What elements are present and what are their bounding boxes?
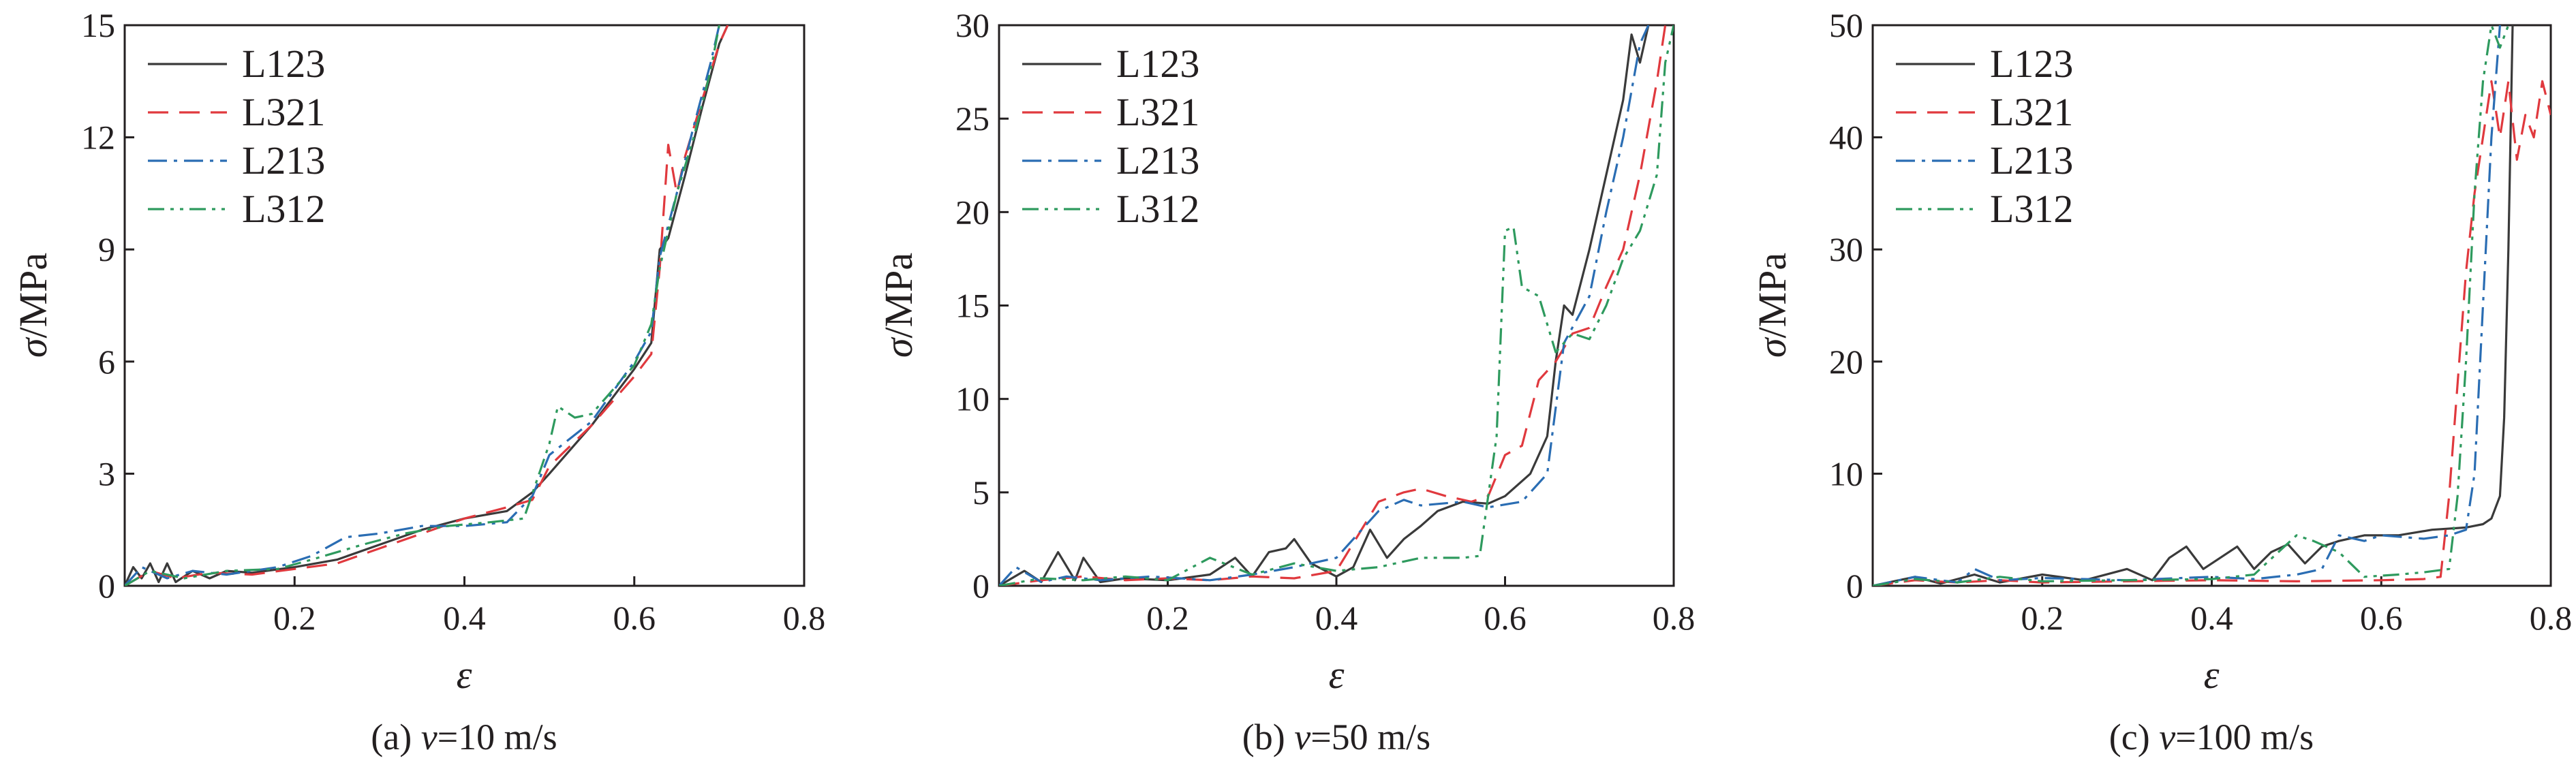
y-tick-label: 0 [98, 567, 115, 605]
legend-label: L312 [242, 187, 325, 231]
y-tick-label: 10 [955, 380, 990, 418]
y-tick-label: 9 [98, 230, 115, 268]
y-axis-label: σ/MPa [1750, 253, 1794, 358]
y-tick-label: 25 [955, 99, 990, 138]
legend-label: L312 [1116, 187, 1199, 231]
y-tick-label: 0 [1846, 567, 1863, 605]
y-tick-label: 30 [1829, 230, 1863, 268]
y-tick-label: 20 [1829, 343, 1863, 381]
series-line-l312 [125, 25, 720, 586]
series-line-l312 [999, 25, 1674, 586]
legend-label: L321 [242, 90, 325, 134]
legend-label: L312 [1990, 187, 2073, 231]
panel-caption: (b) v=50 m/s [1242, 717, 1430, 757]
plot-area [1873, 25, 2551, 586]
series-line-l213 [999, 25, 1650, 586]
legend-label: L321 [1116, 90, 1199, 134]
series-line-l123 [999, 25, 1650, 586]
tick-group: 0.2 0.4 0.6 0.8 0 5 10 15 20 25 30 [955, 6, 1695, 637]
plot-area [999, 25, 1674, 586]
x-tick-label: 0.8 [2530, 599, 2573, 637]
y-tick-label: 3 [98, 454, 115, 492]
series-line-l123 [1873, 25, 2514, 586]
x-tick-label: 0.6 [613, 599, 656, 637]
y-axis-label: σ/MPa [11, 253, 55, 358]
plot-area [125, 25, 729, 586]
x-axis-label: ε [457, 653, 472, 697]
series-line-l213 [1873, 25, 2501, 586]
legend-label: L321 [1990, 90, 2073, 134]
y-tick-label: 50 [1829, 6, 1863, 44]
x-tick-label: 0.4 [443, 599, 486, 637]
y-tick-label: 40 [1829, 119, 1863, 157]
y-axis-label: σ/MPa [876, 253, 921, 358]
legend-label: L123 [1990, 42, 2073, 86]
y-tick-label: 30 [955, 6, 990, 44]
legend-label: L213 [1990, 138, 2073, 183]
y-tick-label: 6 [98, 343, 115, 381]
series-line-l123 [125, 25, 729, 586]
x-tick-label: 0.6 [2360, 599, 2403, 637]
plot-frame [998, 24, 1675, 587]
y-tick-label: 20 [955, 193, 990, 231]
legend-label: L123 [242, 42, 325, 86]
legend-label: L213 [242, 138, 325, 183]
panel-b: 0.2 0.4 0.6 0.8 0 5 10 15 20 25 30 L123L321L213L31… [876, 6, 1695, 757]
y-tick-label: 0 [972, 567, 990, 605]
series-line-l213 [125, 25, 720, 586]
y-tick-label: 5 [972, 473, 990, 512]
x-tick-label: 0.4 [1315, 599, 1358, 637]
series-line-l312 [1873, 25, 2510, 586]
panel-caption: (a) v=10 m/s [371, 717, 557, 757]
panel-caption: (c) v=100 m/s [2109, 717, 2314, 757]
y-tick-label: 15 [955, 287, 990, 325]
x-axis-label: ε [2204, 653, 2220, 697]
x-tick-label: 0.2 [2021, 599, 2064, 637]
legend-label: L123 [1116, 42, 1199, 86]
y-tick-label: 12 [81, 119, 115, 157]
series-line-l321 [125, 25, 729, 586]
tick-group: 0.2 0.4 0.6 0.8 0 3 6 9 12 15 [81, 6, 825, 637]
y-tick-label: 10 [1829, 454, 1863, 492]
x-axis-label: ε [1329, 653, 1345, 697]
y-tick-label: 15 [81, 6, 115, 44]
series-line-l321 [1873, 80, 2551, 586]
panel-c: 0.2 0.4 0.6 0.8 0 10 20 30 40 50 L123L321L213L312… [1750, 6, 2572, 757]
legend-label: L213 [1116, 138, 1199, 183]
x-tick-label: 0.2 [273, 599, 316, 637]
x-tick-label: 0.8 [783, 599, 826, 637]
x-tick-label: 0.2 [1146, 599, 1189, 637]
tick-group: 0.2 0.4 0.6 0.8 0 10 20 30 40 50 [1829, 6, 2572, 637]
x-tick-label: 0.6 [1484, 599, 1527, 637]
x-tick-label: 0.4 [2190, 599, 2233, 637]
x-tick-label: 0.8 [1653, 599, 1696, 637]
